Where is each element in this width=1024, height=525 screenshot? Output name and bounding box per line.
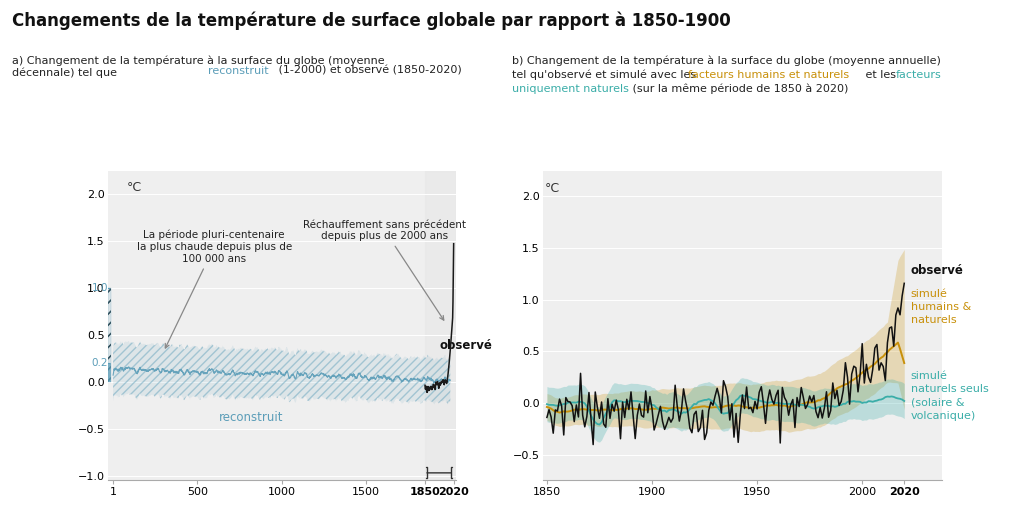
Text: simulé
naturels seuls
(solaire &
volcanique): simulé naturels seuls (solaire & volcani… bbox=[910, 371, 988, 421]
Text: 0.2: 0.2 bbox=[92, 358, 109, 368]
Text: a) Changement de la température à la surface du globe (moyenne
décennale) tel qu: a) Changement de la température à la sur… bbox=[12, 55, 385, 78]
Text: facteurs: facteurs bbox=[896, 70, 942, 80]
Text: uniquement naturels: uniquement naturels bbox=[512, 84, 629, 94]
Text: °C: °C bbox=[126, 181, 141, 194]
Text: simulé
humains &
naturels: simulé humains & naturels bbox=[910, 289, 971, 325]
Text: 1.0: 1.0 bbox=[92, 283, 109, 293]
Bar bbox=[425, 171, 456, 480]
Text: Changements de la température de surface globale par rapport à 1850-1900: Changements de la température de surface… bbox=[12, 12, 731, 30]
Text: (1-2000) et observé (1850-2020): (1-2000) et observé (1850-2020) bbox=[275, 66, 462, 76]
Text: observé: observé bbox=[439, 339, 493, 352]
Text: et les: et les bbox=[862, 70, 900, 80]
Text: reconstruit: reconstruit bbox=[208, 66, 268, 76]
Text: La période pluri-centenaire
la plus chaude depuis plus de
100 000 ans: La période pluri-centenaire la plus chau… bbox=[136, 230, 292, 348]
Text: (sur la même période de 1850 à 2020): (sur la même période de 1850 à 2020) bbox=[629, 84, 848, 94]
Text: facteurs humains et naturels: facteurs humains et naturels bbox=[688, 70, 849, 80]
Text: tel qu'observé et simulé avec les: tel qu'observé et simulé avec les bbox=[512, 70, 699, 80]
Text: reconstruit: reconstruit bbox=[219, 411, 284, 424]
Text: observé: observé bbox=[910, 264, 964, 277]
Text: °C: °C bbox=[545, 182, 560, 195]
Text: Réchauffement sans précédent
depuis plus de 2000 ans: Réchauffement sans précédent depuis plus… bbox=[303, 219, 466, 320]
Text: b) Changement de la température à la surface du globe (moyenne annuelle): b) Changement de la température à la sur… bbox=[512, 55, 941, 66]
